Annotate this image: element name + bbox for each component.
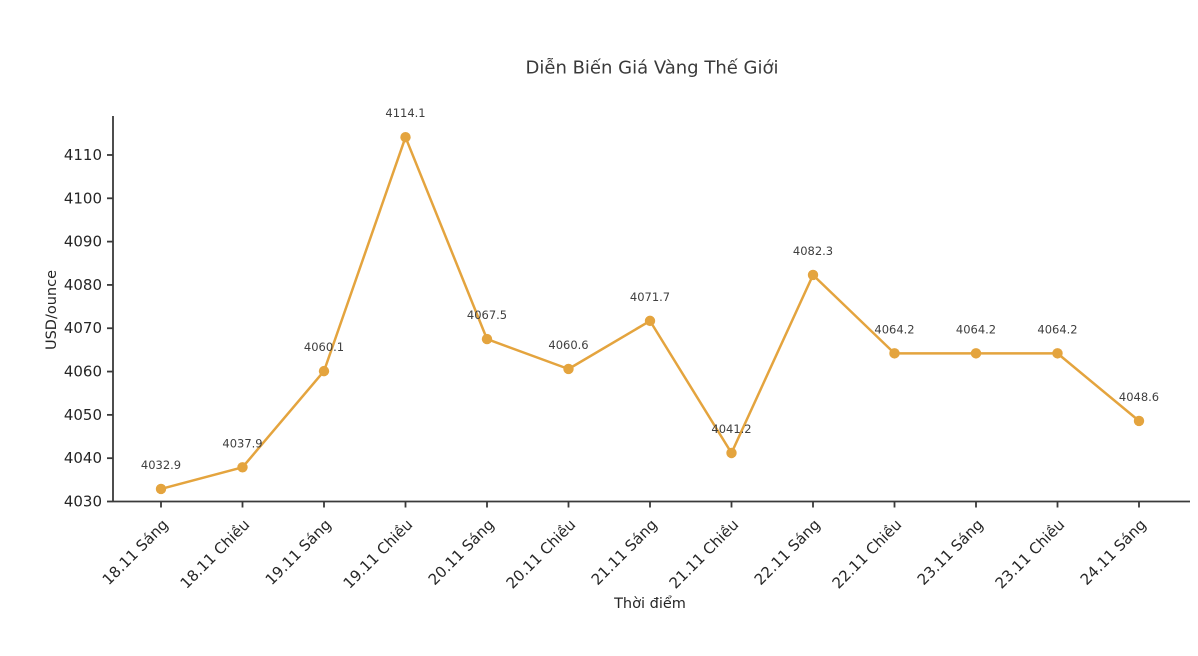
data-point-label: 4064.2 (956, 322, 996, 336)
data-point-label: 4114.1 (385, 106, 425, 120)
x-tick-label: 18.11 Sáng (99, 516, 172, 589)
data-point-marker (563, 363, 574, 375)
data-point-marker (318, 365, 330, 377)
y-tick-label: 4040 (64, 449, 102, 467)
x-tick-label: 19.11 Chiều (340, 516, 417, 593)
x-tick-label: 21.11 Sáng (588, 516, 661, 589)
data-point-marker (644, 315, 656, 327)
data-point-marker (481, 333, 493, 345)
data-point-label: 4060.1 (304, 340, 344, 354)
x-tick-label: 19.11 Sáng (262, 516, 335, 589)
x-tick-label: 20.11 Chiều (503, 516, 580, 593)
data-point-label: 4071.7 (630, 290, 670, 304)
data-point-label: 4060.6 (548, 338, 588, 352)
data-point-label: 4064.2 (874, 322, 914, 336)
data-point-marker (970, 348, 982, 359)
y-tick-label: 4050 (64, 406, 102, 424)
data-point-label: 4064.2 (1037, 322, 1077, 336)
chart-title: Diễn Biến Giá Vàng Thế Giới (525, 57, 779, 79)
data-point-label: 4067.5 (467, 308, 507, 322)
x-tick-label: 18.11 Chiều (177, 516, 254, 593)
y-tick-label: 4090 (64, 233, 102, 251)
x-axis-title: Thời điểm (614, 596, 686, 612)
data-point-label: 4037.9 (222, 436, 262, 450)
data-point-marker (889, 348, 900, 359)
data-point-marker (237, 462, 248, 473)
data-point-label: 4048.6 (1119, 390, 1159, 404)
x-tick-label: 22.11 Sáng (751, 516, 824, 589)
data-point-label: 4041.2 (711, 422, 751, 436)
data-point-label: 4082.3 (793, 244, 833, 258)
y-tick-label: 4030 (64, 493, 102, 511)
x-tick-label: 21.11 Chiều (666, 516, 743, 593)
x-tick-label: 23.11 Sáng (914, 516, 987, 589)
data-point-marker (1133, 415, 1145, 427)
x-tick-label: 22.11 Chiều (829, 516, 906, 593)
y-tick-label: 4110 (64, 146, 102, 164)
data-point-marker (726, 447, 737, 459)
y-tick-label: 4100 (64, 189, 102, 207)
x-tick-label: 24.11 Sáng (1077, 516, 1150, 589)
y-tick-label: 4060 (64, 363, 102, 381)
data-point-marker (1052, 348, 1063, 359)
x-tick-label: 23.11 Chiều (992, 516, 1069, 593)
data-point-marker (400, 132, 411, 143)
y-tick-label: 4080 (64, 276, 102, 294)
data-point-label: 4032.9 (141, 458, 181, 472)
data-point-marker (155, 483, 167, 495)
x-tick-label: 20.11 Sáng (425, 516, 498, 589)
data-point-marker (807, 269, 819, 281)
y-tick-label: 4070 (64, 319, 102, 337)
price-line (159, 135, 1141, 491)
